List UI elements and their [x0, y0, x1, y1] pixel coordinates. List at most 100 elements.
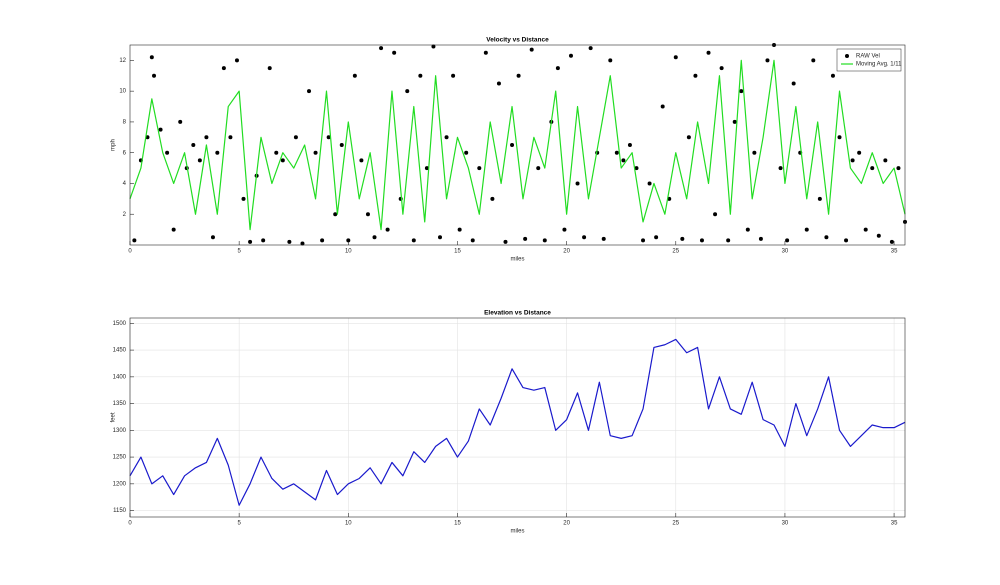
data-point: [171, 227, 176, 232]
y-tick-label: 1250: [113, 455, 127, 461]
data-point: [765, 58, 770, 63]
data-point: [857, 150, 862, 155]
data-point: [210, 235, 215, 240]
axes-box: [129, 44, 906, 246]
data-point: [575, 181, 580, 186]
data-point: [889, 239, 894, 244]
data-point: [158, 127, 163, 132]
data-point: [568, 53, 573, 58]
legend-box: [836, 48, 902, 72]
x-tick-label: 30: [782, 249, 789, 255]
data-point: [215, 150, 220, 155]
data-point: [365, 212, 370, 217]
data-point: [470, 238, 475, 243]
data-point: [451, 73, 456, 78]
data-point: [503, 239, 508, 244]
legend: RAW Vel Moving Avg. 1/11: [836, 48, 902, 72]
data-point: [739, 89, 744, 94]
data-point: [293, 135, 298, 140]
data-point: [132, 238, 137, 243]
x-tick-label: 25: [672, 249, 679, 255]
data-point: [686, 135, 691, 140]
x-tick-label: 5: [237, 249, 241, 255]
data-line: [129, 338, 906, 506]
data-point: [300, 241, 305, 246]
x-tick-label: 35: [891, 249, 898, 255]
data-point: [523, 236, 528, 241]
data-point: [457, 227, 462, 232]
data-point: [418, 73, 423, 78]
data-point: [431, 44, 436, 49]
data-point: [197, 158, 202, 163]
x-tick-label: 10: [345, 521, 352, 527]
legend-marker: [845, 54, 849, 58]
y-tick-label: 1150: [113, 508, 127, 514]
data-point: [713, 212, 718, 217]
data-point: [313, 150, 318, 155]
data-point: [287, 239, 292, 244]
x-tick-label: 20: [563, 521, 570, 527]
data-point: [477, 166, 482, 171]
data-point: [510, 143, 515, 147]
data-point: [791, 81, 796, 86]
data-point: [152, 73, 157, 78]
data-point: [392, 50, 397, 55]
data-point: [307, 89, 312, 94]
data-point: [830, 73, 835, 78]
legend-label: Moving Avg. 1/11: [856, 62, 902, 68]
data-point: [241, 196, 246, 201]
data-point: [680, 236, 685, 241]
legend-label: RAW Vel: [856, 54, 880, 60]
x-tick-label: 30: [782, 521, 789, 527]
data-point: [234, 58, 239, 63]
data-point: [850, 158, 855, 163]
data-point: [660, 104, 665, 109]
chart-title: Elevation vs Distance: [484, 310, 551, 317]
data-point: [758, 236, 763, 241]
data-point: [621, 158, 626, 163]
y-axis-label: mph: [111, 139, 117, 151]
y-tick-label: 2: [123, 212, 127, 218]
data-point: [320, 238, 325, 243]
data-point: [424, 166, 429, 171]
data-point: [221, 66, 226, 71]
data-point: [352, 73, 357, 78]
data-point: [204, 135, 209, 140]
data-point: [359, 158, 364, 163]
y-tick-label: 1300: [113, 428, 127, 434]
data-line: [129, 59, 906, 231]
y-tick-label: 8: [123, 120, 127, 126]
data-point: [411, 238, 416, 243]
data-point: [647, 181, 652, 186]
data-point: [824, 235, 829, 240]
data-point: [614, 150, 619, 155]
data-point: [529, 47, 534, 52]
data-point: [811, 58, 816, 63]
y-tick-label: 1450: [113, 348, 127, 354]
data-point: [385, 227, 390, 232]
data-point: [876, 233, 881, 238]
data-point: [149, 55, 154, 60]
data-point: [483, 50, 488, 55]
data-point: [726, 238, 731, 243]
x-tick-label: 15: [454, 249, 461, 255]
data-point: [745, 227, 750, 232]
x-tick-label: 5: [237, 521, 241, 527]
data-point: [280, 158, 285, 163]
data-point: [883, 158, 888, 163]
data-point: [863, 227, 868, 232]
data-point: [785, 238, 790, 243]
axes: 0 5 10 15 20 25 30 35 2 4 6 8 10 12 Velocity vs Distan…: [111, 37, 907, 263]
axes: 0 5 10 15 20 25 30 35 1150 1200 1250 1300 1350 1400 14…: [111, 310, 906, 535]
data-point: [438, 235, 442, 240]
x-tick-label: 10: [345, 249, 352, 255]
data-point: [732, 119, 737, 124]
data-point: [608, 58, 613, 63]
data-point: [346, 238, 351, 243]
data-point: [490, 196, 495, 201]
data-point: [464, 150, 469, 155]
data-point: [706, 50, 711, 55]
data-point: [405, 89, 410, 94]
data-point: [699, 238, 704, 243]
